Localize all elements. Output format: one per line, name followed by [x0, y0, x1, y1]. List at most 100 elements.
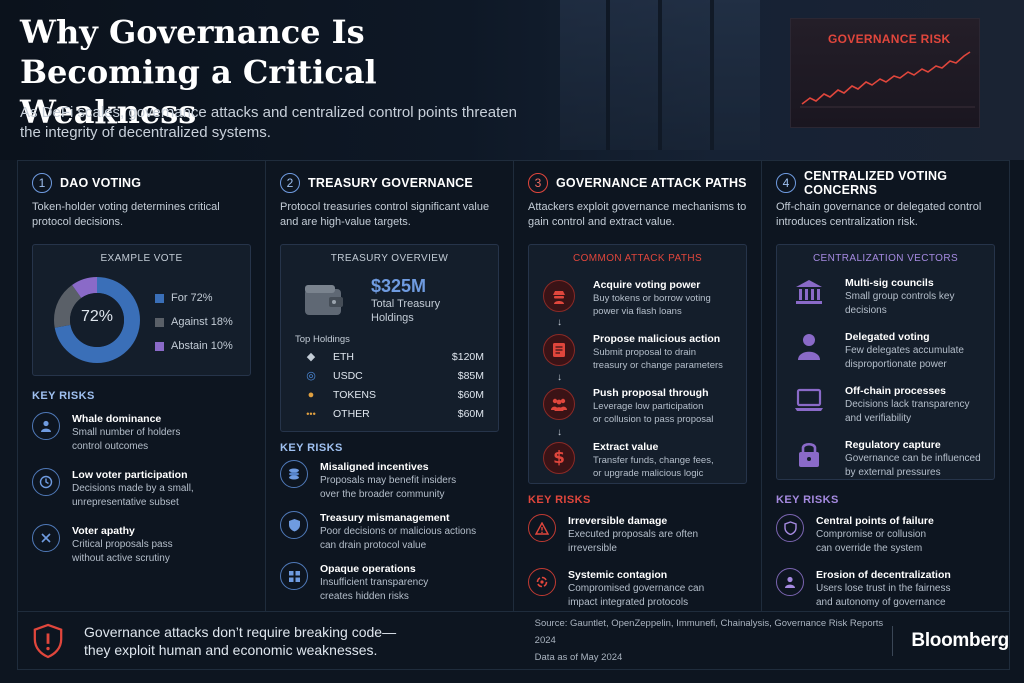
key-risks-heading: KEY RISKS — [528, 494, 591, 506]
title-line-1: Why Governance Is — [20, 13, 365, 51]
hero-chart-label: GOVERNANCE RISK — [828, 32, 951, 46]
vector-item: Regulatory capture Governance can be infl… — [777, 438, 994, 480]
legend-swatch — [155, 293, 164, 303]
title-line-2: Becoming a Critical Weakness — [20, 53, 377, 131]
risk-item: Irreversible damage Executed proposals ar… — [528, 514, 747, 556]
holding-row: ● TOKENS $60M — [281, 385, 498, 404]
risk-item: Opaque operations Insufficient transparen… — [280, 562, 499, 604]
coins-icon — [280, 460, 308, 488]
columns-container: 1 DAO VOTING Token-holder voting determi… — [17, 160, 1010, 612]
column-title: CENTRALIZED VOTING CONCERNS — [804, 169, 948, 197]
wall-screen-image — [790, 18, 980, 128]
card-title: CENTRALIZATION VECTORS — [812, 253, 959, 264]
arrow-down-icon: ↓ — [557, 372, 562, 383]
treasury-overview-card: TREASURY OVERVIEW $325M Total Treasury H… — [280, 244, 499, 432]
grid-icon — [280, 562, 308, 590]
legend-against: Against 18% — [155, 310, 233, 334]
legend-for: For 72% — [155, 286, 233, 310]
source-note: Source: Gauntlet, OpenZeppelin, Immunefi… — [534, 618, 884, 663]
column-number: 1 — [32, 173, 52, 193]
legend-swatch — [155, 341, 164, 351]
usdc-icon: ◎ — [306, 370, 316, 382]
x-icon — [32, 524, 60, 552]
risk-item: Low voter participation Decisions made by… — [32, 468, 251, 510]
wallet-icon — [305, 285, 343, 315]
risk-item: Voter apathy Critical proposals pass witho… — [32, 524, 251, 566]
column-treasury-governance: 2 TREASURY GOVERNANCE Protocol treasurie… — [266, 161, 514, 611]
page-title: Why Governance Is Becoming a Critical We… — [20, 12, 560, 132]
card-title: TREASURY OVERVIEW — [330, 253, 449, 264]
vote-donut-chart — [54, 277, 140, 363]
column-title: DAO VOTING — [60, 176, 142, 190]
risk-item: Treasury mismanagement Poor decisions or … — [280, 511, 499, 553]
hero-background — [0, 0, 1024, 160]
attack-step: Push proposal through Leverage low partic… — [529, 386, 746, 426]
centralization-vectors-card: CENTRALIZATION VECTORS Multi-sig council… — [776, 244, 995, 480]
lock-icon — [793, 438, 825, 470]
warning-shield-icon — [33, 623, 63, 658]
arrow-down-icon: ↓ — [557, 427, 562, 438]
risk-item: Whale dominance Small number of holders co… — [32, 412, 251, 454]
token-icon: ● — [307, 388, 315, 401]
footer-divider — [892, 625, 894, 656]
vector-item: Off-chain processes Decisions lack transp… — [777, 384, 994, 426]
dollar-icon: $ — [543, 442, 575, 474]
risk-item: Misaligned incentives Proposals may benef… — [280, 460, 499, 502]
column-dao-voting: 1 DAO VOTING Token-holder voting determi… — [18, 161, 266, 611]
donut-center-label: 72% — [80, 308, 114, 325]
key-risks-heading: KEY RISKS — [32, 390, 95, 402]
person-icon — [32, 412, 60, 440]
column-title: TREASURY GOVERNANCE — [308, 176, 473, 190]
vector-item: Multi-sig councils Small group controls k… — [777, 276, 994, 318]
card-title: COMMON ATTACK PATHS — [572, 253, 703, 264]
person-icon — [776, 568, 804, 596]
laptop-icon — [793, 384, 825, 416]
bank-icon — [793, 276, 825, 308]
column-attack-paths: 3 GOVERNANCE ATTACK PATHS Attackers expl… — [514, 161, 762, 611]
column-title: GOVERNANCE ATTACK PATHS — [556, 176, 747, 190]
clock-icon — [32, 468, 60, 496]
holdings-title: Top Holdings — [295, 334, 350, 345]
treasury-total-amount: $325M — [371, 275, 427, 296]
attack-step: Acquire voting power Buy tokens or borrow… — [529, 278, 746, 318]
donut-slice-2 — [54, 277, 140, 363]
shield-icon — [776, 514, 804, 542]
arrow-down-icon: ↓ — [557, 317, 562, 328]
risk-item: Erosion of decentralization Users lose tr… — [776, 568, 995, 610]
attack-step: $ Extract value Transfer funds, change fe… — [529, 440, 746, 480]
holding-row: ••• OTHER $60M — [281, 404, 498, 423]
holding-row: ◆ ETH $120M — [281, 347, 498, 366]
column-description: Off-chain governance or delegated contro… — [776, 201, 982, 228]
document-icon — [543, 334, 575, 366]
contagion-icon — [528, 568, 556, 596]
footer-message: Governance attacks don’t require breakin… — [84, 623, 397, 658]
column-number: 4 — [776, 173, 796, 193]
hacker-icon — [543, 280, 575, 312]
page-subtitle: As DeFi scales, governance attacks and c… — [20, 104, 517, 141]
vector-item: Delegated voting Few delegates accumulate… — [777, 330, 994, 372]
warning-icon — [528, 514, 556, 542]
column-centralized-voting: 4 CENTRALIZED VOTING CONCERNS Off-chain … — [762, 161, 1009, 611]
example-vote-card: EXAMPLE VOTE 72% For 72% Against 18% Abs… — [32, 244, 251, 376]
risk-item: Central points of failure Compromise or c… — [776, 514, 995, 556]
key-risks-heading: KEY RISKS — [280, 442, 343, 454]
card-title: EXAMPLE VOTE — [100, 253, 183, 264]
holding-row: ◎ USDC $85M — [281, 366, 498, 385]
attack-step: Propose malicious action Submit proposal … — [529, 332, 746, 372]
eth-icon: ◆ — [306, 351, 316, 363]
column-description: Token-holder voting determines critical … — [32, 201, 220, 228]
dots-icon: ••• — [306, 408, 316, 419]
brand-logo: Bloomberg — [911, 629, 1009, 651]
donut-hole — [70, 293, 124, 347]
office-windows-image — [560, 0, 760, 150]
group-icon — [543, 388, 575, 420]
donut-slice-1 — [54, 277, 140, 363]
column-description: Attackers exploit governance mechanisms … — [528, 201, 747, 228]
key-risks-heading: KEY RISKS — [776, 494, 839, 506]
footer: Governance attacks don’t require breakin… — [17, 612, 1010, 670]
column-number: 3 — [528, 173, 548, 193]
column-number: 2 — [280, 173, 300, 193]
shield-icon — [280, 511, 308, 539]
legend-swatch — [155, 317, 164, 327]
user-icon — [793, 330, 825, 362]
